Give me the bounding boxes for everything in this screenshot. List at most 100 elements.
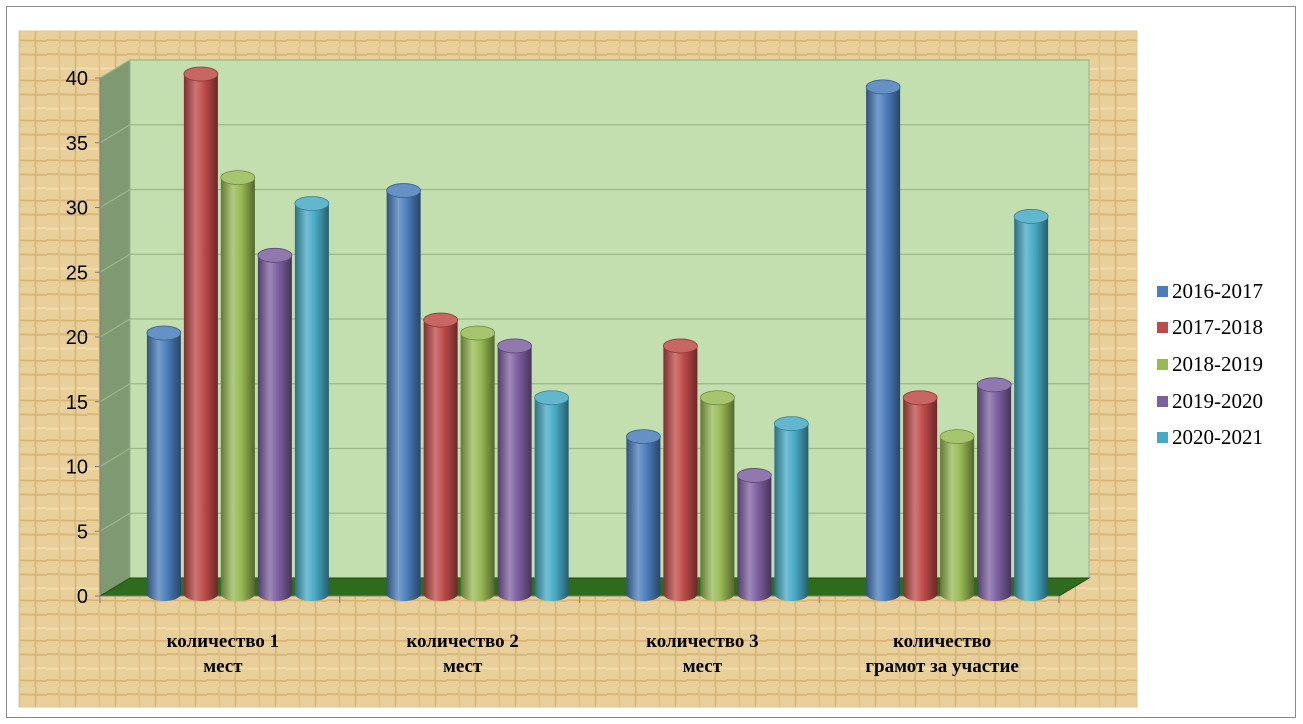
bar-2019-2020-cat1 — [257, 247, 293, 602]
bar-2020-2021-cat3 — [773, 416, 809, 601]
bar-2018-2019-cat1 — [220, 170, 256, 601]
y-tick-label: 40 — [66, 68, 88, 90]
bar-body — [626, 436, 661, 601]
x-category-label-line: мест — [443, 656, 483, 677]
gridline — [99, 59, 1089, 79]
x-category-label: количество грамот за участие — [865, 631, 1018, 677]
bar-2017-2018-cat2 — [423, 312, 459, 601]
bar-top — [146, 325, 182, 341]
bar-top — [902, 390, 938, 406]
bar-top — [460, 325, 496, 341]
bar-body — [423, 320, 458, 601]
bar-2016-2017-cat1 — [146, 325, 182, 601]
bar-body — [774, 423, 809, 601]
bar-top — [662, 338, 698, 354]
bar-body — [940, 436, 975, 601]
bar-2020-2021-cat4 — [1013, 209, 1049, 601]
y-tick-label: 20 — [66, 327, 88, 349]
bar-2018-2019-cat4 — [939, 429, 975, 601]
x-category-label-line: количество 2 — [406, 631, 519, 652]
bar-top — [257, 247, 293, 263]
bar-top — [294, 196, 330, 211]
bar-chart: 0 5 10 15 20 25 30 35 40 количество 1 мест количес… — [18, 30, 1138, 708]
bar-top — [497, 338, 533, 354]
gridline — [99, 124, 1089, 144]
bar-2016-2017-cat3 — [625, 429, 661, 601]
bar-top — [976, 377, 1012, 393]
y-tick-label: 25 — [66, 262, 88, 284]
bar-body — [460, 333, 495, 601]
bar-2016-2017-cat4 — [865, 79, 901, 601]
bar-top — [736, 468, 772, 483]
bar-2019-2020-cat3 — [736, 468, 772, 601]
bar-2020-2021-cat2 — [534, 390, 570, 601]
bar-top — [1013, 209, 1049, 224]
bar-body — [737, 475, 772, 601]
legend-label: 2019-2020 — [1172, 388, 1263, 413]
legend-item: 2019-2020 — [1157, 383, 1297, 420]
bar-2018-2019-cat3 — [699, 390, 735, 601]
bar-top — [534, 390, 570, 406]
y-tick-label: 10 — [66, 457, 88, 479]
legend-item: 2017-2018 — [1157, 310, 1297, 347]
bar-top — [220, 170, 256, 186]
x-category-label-line: количество — [893, 631, 991, 652]
legend-label: 2016-2017 — [1172, 278, 1263, 303]
bar-body — [386, 190, 421, 602]
bar-top — [625, 429, 661, 445]
gridline — [99, 383, 1089, 403]
bar-top — [699, 390, 735, 406]
bar-top — [386, 183, 422, 198]
bar-2018-2019-cat2 — [460, 325, 496, 601]
legend-swatch — [1157, 322, 1168, 334]
bar-top — [183, 66, 219, 82]
gridline — [99, 318, 1089, 338]
y-tick-label: 0 — [77, 586, 88, 608]
bar-body — [903, 397, 938, 601]
bar-body — [977, 384, 1012, 601]
x-category-label-line: количество 3 — [646, 631, 759, 652]
bar-2017-2018-cat3 — [662, 338, 698, 601]
bar-body — [497, 345, 532, 601]
bar-body — [534, 397, 569, 601]
x-category-label: количество 3 мест — [646, 631, 759, 677]
bar-body — [294, 203, 329, 601]
legend-item: 2018-2019 — [1157, 346, 1297, 383]
bar-2017-2018-cat1 — [183, 66, 219, 601]
bar-2020-2021-cat1 — [294, 196, 330, 601]
x-category-label: количество 1 мест — [167, 631, 280, 677]
legend-swatch — [1157, 432, 1168, 444]
y-tick-label: 35 — [66, 133, 88, 155]
legend-swatch — [1157, 395, 1168, 407]
y-tick-label: 15 — [66, 392, 88, 414]
x-category-label-line: грамот за участие — [865, 656, 1018, 677]
bar-2016-2017-cat2 — [386, 183, 422, 602]
bar-body — [700, 397, 735, 601]
bar-body — [257, 255, 292, 602]
bar-2019-2020-cat2 — [497, 338, 533, 601]
x-category-label-line: мест — [683, 656, 723, 677]
bar-body — [146, 333, 181, 601]
legend-swatch — [1157, 285, 1168, 297]
bar-2017-2018-cat4 — [902, 390, 938, 601]
bar-top — [939, 429, 975, 445]
bar-body — [1014, 216, 1049, 601]
bar-body — [220, 177, 255, 601]
bar-body — [663, 345, 698, 601]
bar-top — [773, 416, 809, 432]
legend-label: 2017-2018 — [1172, 315, 1263, 340]
legend-label: 2020-2021 — [1172, 425, 1263, 450]
bar-body — [866, 86, 901, 601]
bar-top — [423, 312, 459, 328]
gridline — [99, 253, 1089, 273]
y-tick-label: 30 — [66, 198, 88, 220]
y-tick-label: 5 — [77, 521, 88, 543]
bar-top — [865, 79, 901, 95]
legend-swatch — [1157, 358, 1168, 370]
legend: 2016-2017 2017-2018 2018-2019 2019-2020 2020… — [1157, 273, 1297, 456]
legend-item: 2020-2021 — [1157, 419, 1297, 456]
bar-2019-2020-cat4 — [976, 377, 1012, 601]
legend-item: 2016-2017 — [1157, 273, 1297, 310]
chart-frame: 0 5 10 15 20 25 30 35 40 количество 1 мест количес… — [6, 6, 1296, 718]
gridline — [99, 188, 1089, 209]
